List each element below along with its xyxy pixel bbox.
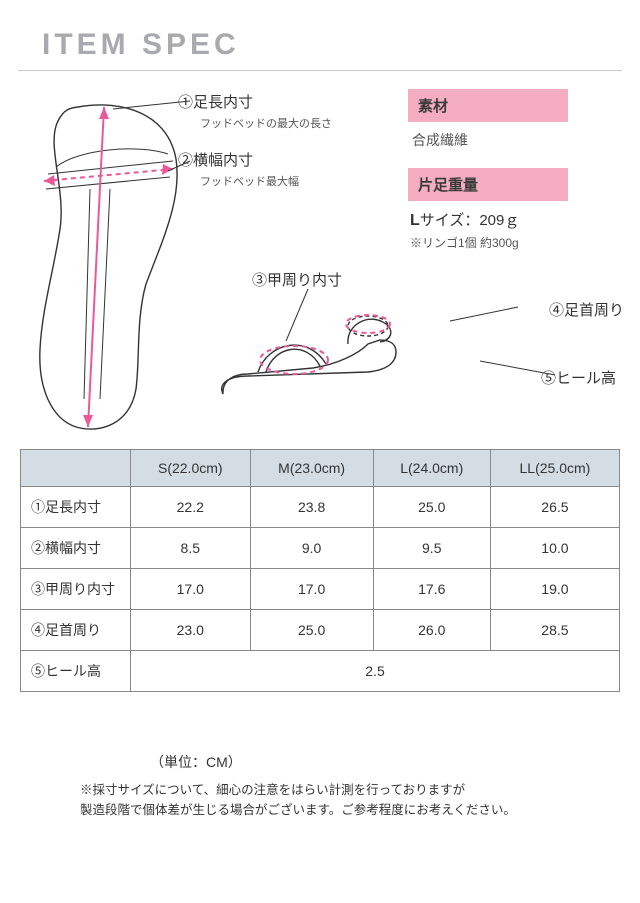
table-cell: 28.5 [490,610,619,651]
table-cell: 23.8 [250,487,373,528]
table-cell: 23.0 [131,610,251,651]
spec-table: S(22.0cm) M(23.0cm) L(24.0cm) LL(25.0cm)… [20,449,620,692]
table-cell: 17.0 [250,569,373,610]
footer-note: ※採寸サイズについて、細心の注意をはらい計測を行っておりますが 製造段階で個体差… [80,780,620,820]
row-label: ④足首周り [21,610,131,651]
info-column: 素材 合成繊維 片足重量 Lサイズ：209ｇ ※リンゴ1個 約300g [408,89,618,251]
table-header-cell: S(22.0cm) [131,450,251,487]
table-header-row: S(22.0cm) M(23.0cm) L(24.0cm) LL(25.0cm) [21,450,620,487]
table-cell: 25.0 [373,487,490,528]
table-cell: 8.5 [131,528,251,569]
row-label: ②横幅内寸 [21,528,131,569]
callout-5: ⑤ヒール高 [541,367,616,388]
table-header-cell [21,450,131,487]
unit-note: （単位：CM） [150,752,640,772]
callout-2: ②横幅内寸 [178,149,253,170]
table-cell: 17.6 [373,569,490,610]
table-cell: 9.5 [373,528,490,569]
title-bar: ITEM SPEC [18,0,622,71]
table-row: ②横幅内寸 8.5 9.0 9.5 10.0 [21,528,620,569]
callout-1: ①足長内寸 [178,91,253,112]
weight-size-prefix: L [410,212,420,229]
weight-note: ※リンゴ1個 約300g [408,234,618,251]
callout-3: ③甲周り内寸 [252,269,342,290]
row-label: ③甲周り内寸 [21,569,131,610]
table-cell: 17.0 [131,569,251,610]
row-label: ⑤ヒール高 [21,651,131,692]
callout-2-sub: フッドベッド最大幅 [200,173,299,189]
footer-line-2: 製造段階で個体差が生じる場合がございます。ご参考程度にお考えください。 [80,803,516,817]
table-cell: 19.0 [490,569,619,610]
table-row: ①足長内寸 22.2 23.8 25.0 26.5 [21,487,620,528]
table-cell-merged: 2.5 [131,651,620,692]
page-title: ITEM SPEC [42,28,622,62]
table-row: ③甲周り内寸 17.0 17.0 17.6 19.0 [21,569,620,610]
weight-size-suffix: サイズ：209ｇ [420,212,520,229]
material-label: 素材 [408,89,568,122]
table-row: ④足首周り 23.0 25.0 26.0 28.5 [21,610,620,651]
table-cell: 22.2 [131,487,251,528]
table-cell: 9.0 [250,528,373,569]
weight-value: Lサイズ：209ｇ [408,209,618,230]
table-cell: 10.0 [490,528,619,569]
table-row-merged: ⑤ヒール高 2.5 [21,651,620,692]
table-header-cell: L(24.0cm) [373,450,490,487]
callout-4: ④足首周り [549,299,624,320]
diagram-section: ①足長内寸 フッドベッドの最大の長さ ②横幅内寸 フッドベッド最大幅 ③甲周り内… [0,89,640,449]
weight-label: 片足重量 [408,168,568,201]
table-cell: 26.0 [373,610,490,651]
table-cell: 25.0 [250,610,373,651]
material-value: 合成繊維 [408,130,618,150]
footer-line-1: ※採寸サイズについて、細心の注意をはらい計測を行っておりますが [80,783,465,797]
callout-1-sub: フッドベッドの最大の長さ [200,115,332,131]
table-cell: 26.5 [490,487,619,528]
table-header-cell: LL(25.0cm) [490,450,619,487]
table-header-cell: M(23.0cm) [250,450,373,487]
row-label: ①足長内寸 [21,487,131,528]
